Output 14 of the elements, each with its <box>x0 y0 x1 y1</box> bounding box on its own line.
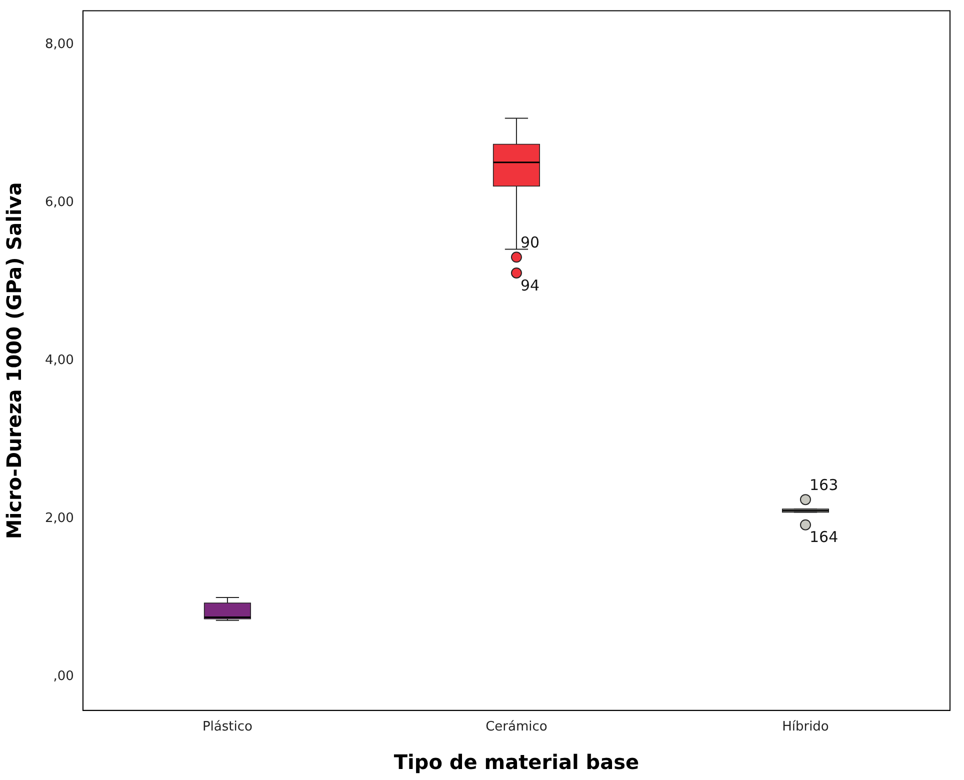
y-tick-label: 8,00 <box>44 37 74 52</box>
y-tick-label: 2,00 <box>44 510 74 526</box>
x-tick-label: Cerámico <box>486 720 548 735</box>
y-tick-label: 4,00 <box>44 352 74 368</box>
annotation: 164 <box>809 528 838 546</box>
annotation: 163 <box>809 476 838 494</box>
y-tick-label: ,00 <box>53 668 74 684</box>
annotation: 94 <box>520 276 540 294</box>
annotation: 90 <box>520 234 540 252</box>
y-tick-label: 6,00 <box>44 195 74 210</box>
x-tick-label: Híbrido <box>782 720 829 735</box>
x-axis-title: Tipo de material base <box>394 750 640 774</box>
x-tick-label: Plástico <box>202 720 252 735</box>
y-axis-title: Micro-Dureza 1000 (GPa) Saliva <box>2 182 26 540</box>
